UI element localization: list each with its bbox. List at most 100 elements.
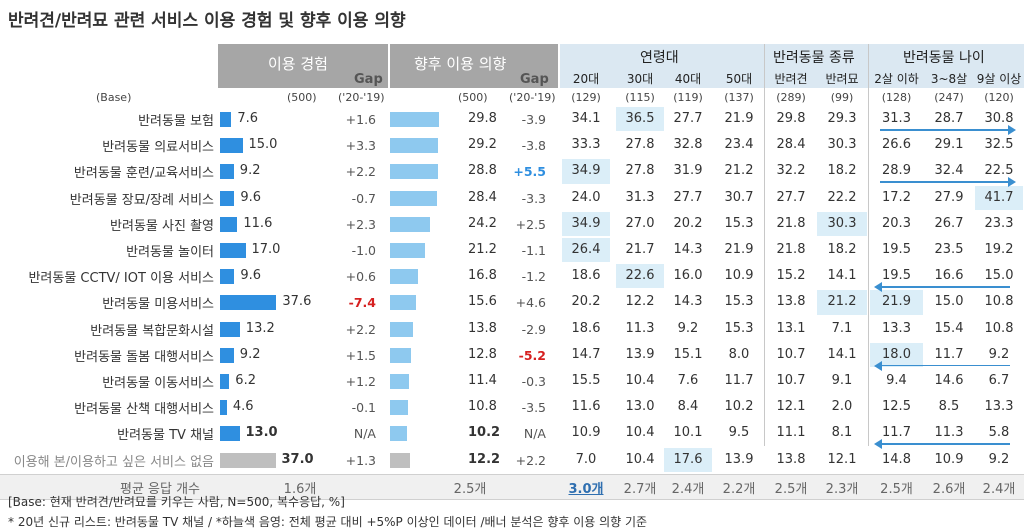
segment-value: 8.1 [831, 425, 853, 441]
segment-value: 11.3 [625, 320, 655, 336]
row-label: 반려동물 의료서비스 [102, 140, 214, 156]
intent-bar [390, 295, 416, 311]
segment-value: 21.8 [776, 215, 806, 231]
gap-value-2: +2.2 [515, 452, 546, 468]
segment-value: 28.4 [776, 137, 806, 153]
segment-value: 27.9 [934, 189, 964, 205]
experience-value: 9.2 [239, 346, 261, 362]
row-label: 반려동물 미용서비스 [102, 297, 214, 313]
experience-bar [220, 400, 227, 416]
separator-line [868, 44, 869, 446]
segment-value: 31.3 [625, 189, 655, 205]
experience-bar [220, 452, 276, 468]
segment-value: 15.4 [934, 320, 964, 336]
gap-value-1: +1.5 [345, 347, 376, 363]
intent-header-bg [390, 44, 558, 88]
segment-value: 10.7 [776, 373, 806, 388]
average-experience: 1.6개 [283, 481, 317, 497]
gap-value-2: -2.9 [521, 321, 546, 337]
footnote-base: [Base: 현재 반려견/반려묘를 키우는 사람, N=500, 복수응답, … [8, 495, 345, 509]
intent-value: 13.8 [468, 320, 497, 336]
segment-value: 29.3 [827, 111, 857, 126]
segment-value: 14.1 [827, 346, 857, 362]
segment-value: 15.0 [984, 268, 1014, 284]
segment-value: 13.0 [625, 399, 655, 415]
segment-value: 12.1 [827, 451, 857, 467]
row-label-cell: 반려동물 CCTV/ IOT 이용 서비스 [0, 267, 214, 287]
gap-value-1: -1.0 [351, 243, 376, 258]
experience-bar [220, 269, 235, 285]
column-header-5: 반려묘 [825, 72, 859, 86]
segment-value: 10.4 [625, 451, 655, 467]
segment-value: 29.1 [934, 137, 964, 153]
segment-value: 36.5 [625, 111, 655, 126]
intent-value: 28.4 [468, 189, 497, 205]
segment-value: 15.1 [673, 346, 703, 362]
row-label: 반려동물 산책 대행서비스 [74, 402, 214, 418]
segment-value: 15.5 [571, 373, 601, 388]
trend-arrow-head [874, 360, 882, 371]
highlight-cell [616, 107, 664, 132]
average-segment: 2.7개 [623, 481, 657, 497]
experience-bar [220, 164, 234, 180]
segment-value: 18.2 [827, 163, 857, 179]
trend-arrow-head [1008, 125, 1016, 135]
segment-value: 15.0 [934, 294, 964, 310]
segment-value: 10.7 [776, 346, 806, 362]
intent-bar [390, 374, 409, 389]
trend-arrow-line [880, 181, 1010, 183]
intent-bar [390, 321, 413, 337]
segment-value: 7.0 [575, 451, 597, 467]
segment-value: 21.9 [724, 242, 754, 257]
intent-value: 28.8 [468, 163, 497, 179]
trend-arrow-line [880, 443, 1010, 445]
column-header-1: 30대 [626, 72, 654, 86]
experience-header: 이용 경험 [268, 55, 328, 73]
row-label: 반려동물 돌봄 대행서비스 [74, 349, 214, 365]
gap-value-1: +2.2 [345, 321, 376, 337]
experience-value: 9.2 [239, 163, 261, 179]
intent-header: 향후 이용 의향 [414, 55, 507, 73]
base-gap-2: ('20-'19) [509, 91, 556, 104]
segment-value: 27.7 [673, 189, 703, 205]
intent-value: 10.8 [468, 399, 497, 415]
segment-value: 18.0 [882, 346, 911, 362]
segment-value: 27.8 [625, 163, 655, 179]
segment-value: 29.8 [776, 111, 806, 126]
segment-value: 18.6 [571, 268, 601, 284]
segment-value: 7.1 [831, 320, 853, 336]
segment-value: 13.3 [882, 320, 911, 336]
segment-value: 11.7 [724, 373, 754, 388]
segment-value: 12.2 [625, 294, 655, 310]
segment-value: 31.9 [673, 163, 703, 179]
row-label: 반려동물 장묘/장례 서비스 [69, 192, 214, 208]
gap-value-2: -3.5 [521, 400, 546, 416]
segment-value: 33.3 [571, 137, 601, 153]
row-label-cell: 반려동물 놀이터 [0, 241, 214, 261]
base-segment-2: (119) [673, 91, 703, 104]
segment-value: 10.9 [571, 425, 601, 441]
intent-bar [390, 347, 412, 363]
column-header-7: 3~8살 [930, 72, 968, 86]
segment-value: 30.8 [984, 111, 1014, 126]
experience-bar [220, 374, 230, 389]
base-label: (Base) [96, 91, 132, 104]
segment-value: 9.1 [831, 373, 853, 388]
row-label-cell: 반려동물 이동서비스 [0, 372, 214, 392]
segment-value: 14.3 [673, 242, 703, 257]
base-experience: (500) [287, 91, 317, 104]
average-row-bg [0, 473, 1024, 500]
segment-value: 9.4 [886, 373, 907, 388]
intent-value: 24.2 [468, 215, 497, 231]
pet-type-group-header: 반려동물 종류 [773, 50, 855, 66]
intent-bar [390, 112, 440, 127]
base-intent: (500) [458, 91, 488, 104]
segment-value: 11.3 [934, 425, 964, 441]
segment-value: 14.6 [934, 373, 964, 388]
segment-value: 14.1 [827, 268, 857, 284]
column-header-6: 2살 이하 [874, 72, 919, 86]
segment-value: 27.0 [625, 215, 655, 231]
segment-value: 34.1 [571, 111, 601, 126]
row-label-cell: 반려동물 복합문화시설 [0, 320, 214, 340]
row-label-cell: 반려동물 산책 대행서비스 [0, 398, 214, 418]
